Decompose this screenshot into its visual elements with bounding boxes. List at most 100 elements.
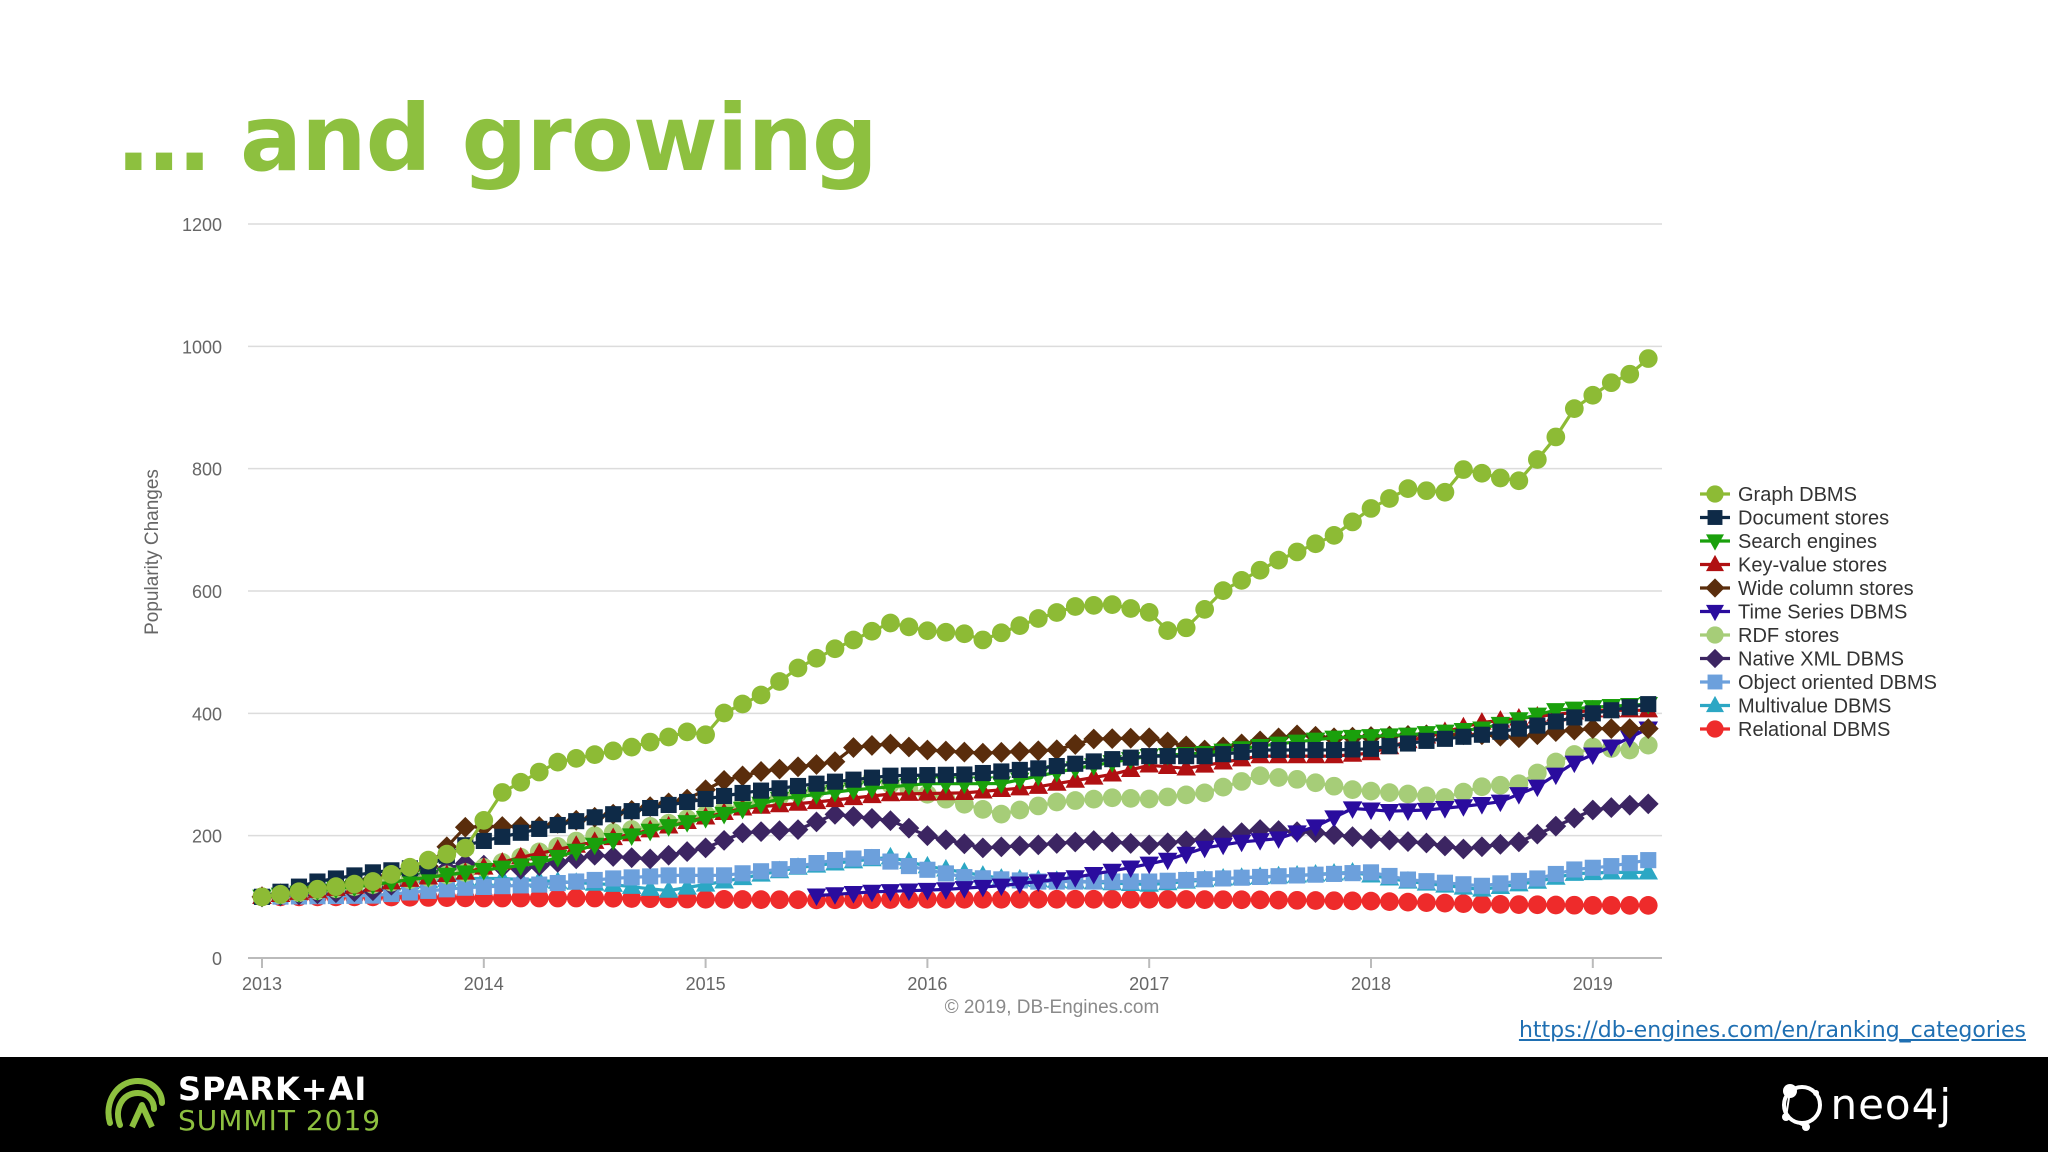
data-point [679,867,696,884]
data-point [1231,834,1252,853]
data-point [475,832,492,849]
data-point [1547,713,1564,730]
data-point [437,844,457,864]
data-point [1600,797,1622,818]
data-point [1102,788,1122,808]
data-point [1083,830,1105,851]
data-point [917,825,938,847]
data-point [1491,895,1510,914]
data-point [789,858,807,875]
data-point [1638,861,1658,880]
data-point [1361,891,1381,911]
data-point [621,828,642,846]
data-point [954,881,975,899]
legend-item-search-engines[interactable]: Search engines [1700,531,1877,553]
data-point [825,639,845,659]
legend-swatch-marker [1706,485,1724,503]
data-point [1343,891,1362,911]
data-point [843,805,864,827]
data-point [1619,794,1641,816]
data-point [733,890,752,909]
data-point [1566,861,1583,878]
data-point [1158,890,1178,909]
data-point [1638,896,1658,915]
data-point [1252,741,1269,759]
x-tick-label: 2015 [686,974,726,994]
data-point [1603,702,1620,719]
data-point [640,732,660,752]
data-point [825,887,845,905]
legend-item-time-series-dbms[interactable]: Time Series DBMS [1700,602,1907,624]
data-point [1289,741,1306,759]
data-point [1102,595,1122,614]
data-point [732,801,753,820]
data-point [438,881,455,898]
data-point [1509,787,1529,805]
data-point [1009,741,1031,762]
legend-item-multivalue-dbms[interactable]: Multivalue DBMS [1700,696,1891,718]
data-point [1027,740,1049,762]
source-link[interactable]: https://db-engines.com/en/ranking_catego… [1518,1018,2026,1043]
data-point [1028,796,1048,816]
data-point [1342,801,1363,819]
data-point [1640,696,1657,713]
data-point [880,884,901,902]
data-point [1139,603,1159,622]
legend-item-rdf-stores[interactable]: RDF stores [1700,625,1839,647]
data-point [1028,874,1049,892]
data-point [880,810,901,832]
data-point [788,890,808,910]
data-point [1064,734,1086,755]
data-point [1065,889,1085,909]
data-point [1139,889,1159,909]
data-point [1564,755,1585,774]
series-line [261,708,1649,899]
data-point [1343,780,1362,800]
legend-swatch-marker [1706,534,1724,551]
data-point [1601,896,1621,915]
data-point [734,784,751,802]
data-point [993,763,1010,780]
data-point [1637,718,1659,740]
legend-item-object-oriented-dbms[interactable]: Object oriented DBMS [1700,672,1937,694]
data-point [1287,769,1307,789]
legend-item-key-value-stores[interactable]: Key-value stores [1700,555,1887,577]
data-point [771,861,788,878]
legend-item-native-xml-dbms[interactable]: Native XML DBMS [1700,649,1904,671]
data-point [917,739,938,761]
data-point [1563,807,1585,829]
data-point [695,837,716,859]
data-point [844,630,863,650]
data-point [1471,836,1493,858]
slide-title: … and growing [118,85,878,192]
data-point [549,874,566,892]
data-point [566,888,586,908]
data-point [806,811,827,833]
legend-item-relational-dbms[interactable]: Relational DBMS [1700,719,1890,741]
data-point [1305,732,1326,751]
legend-item-document-stores[interactable]: Document stores [1700,508,1889,530]
data-point [1307,866,1324,883]
data-point [1287,542,1307,562]
data-point [1084,596,1104,615]
data-point [898,736,920,758]
data-point [824,803,846,825]
data-point [1232,571,1251,590]
data-point [1323,824,1345,846]
data-point [1010,876,1030,895]
data-point [1158,787,1178,807]
legend-item-wide-column-stores[interactable]: Wide column stores [1700,578,1914,600]
data-point [1436,730,1453,747]
legend-item-graph-dbms[interactable]: Graph DBMS [1700,484,1857,506]
data-point [512,824,529,841]
data-point [1178,748,1195,765]
data-point [972,742,994,764]
data-point [973,889,993,909]
data-point [862,621,882,641]
data-point [1380,489,1399,508]
y-tick-label: 1200 [182,215,222,235]
spark-ai-summit-logo: SPARK+AI SUMMIT 2019 [102,1073,381,1135]
data-point [1416,832,1437,854]
